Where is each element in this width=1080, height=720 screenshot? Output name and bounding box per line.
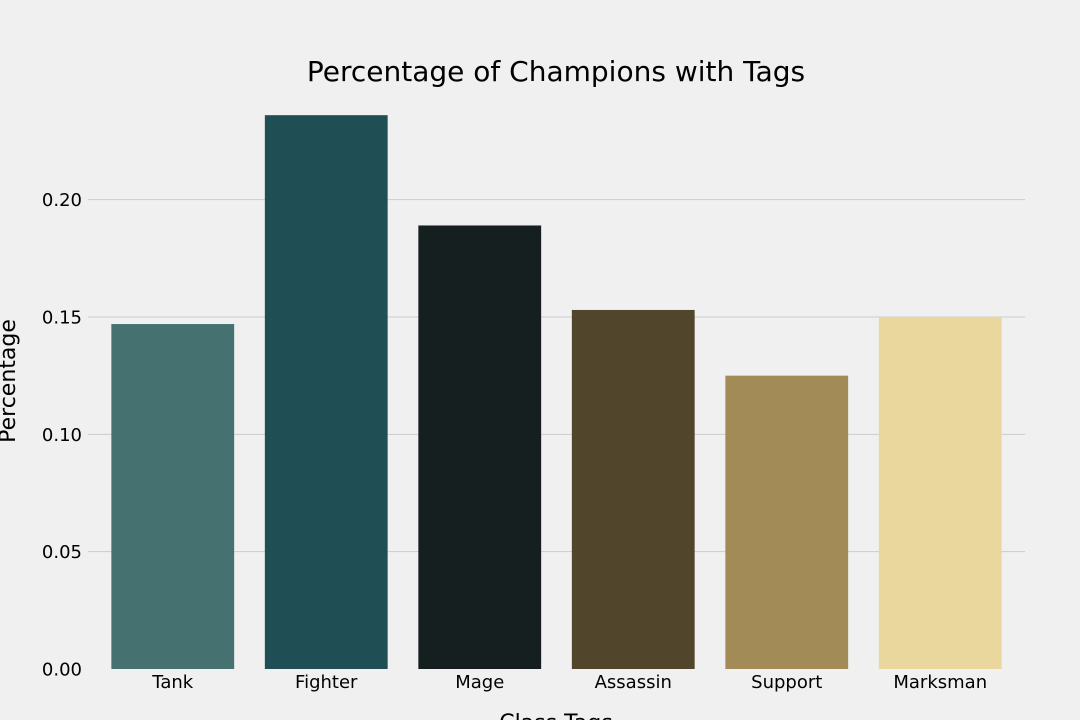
bar-support xyxy=(725,375,849,669)
bar-mage xyxy=(418,225,542,669)
gridlines xyxy=(88,199,1025,553)
y-axis-label: Percentage xyxy=(0,319,21,443)
x-tick-label: Fighter xyxy=(295,672,358,693)
x-tick-label: Tank xyxy=(151,672,193,693)
x-tick-labels: Tank Fighter Mage Assassin Support Marksman xyxy=(151,672,987,693)
bar-tank xyxy=(111,324,235,669)
x-tick-label: Marksman xyxy=(893,672,987,693)
y-tick-label: 0.05 xyxy=(42,542,82,563)
bar-fighter xyxy=(264,115,388,670)
x-tick-label: Support xyxy=(751,672,822,693)
x-tick-label: Mage xyxy=(455,672,504,693)
bars xyxy=(111,115,1002,670)
y-tick-label: 0.15 xyxy=(42,307,82,328)
x-axis-label: Class Tags xyxy=(499,711,613,720)
y-tick-labels: 0.00 0.05 0.10 0.15 0.20 xyxy=(42,190,82,680)
bar-assassin xyxy=(571,309,695,669)
y-tick-label: 0.20 xyxy=(42,190,82,211)
y-tick-label: 0.10 xyxy=(42,425,82,446)
y-tick-label: 0.00 xyxy=(42,660,82,681)
chart-title: Percentage of Champions with Tags xyxy=(307,55,805,88)
x-tick-label: Assassin xyxy=(595,672,672,693)
bar-marksman xyxy=(878,316,1002,669)
